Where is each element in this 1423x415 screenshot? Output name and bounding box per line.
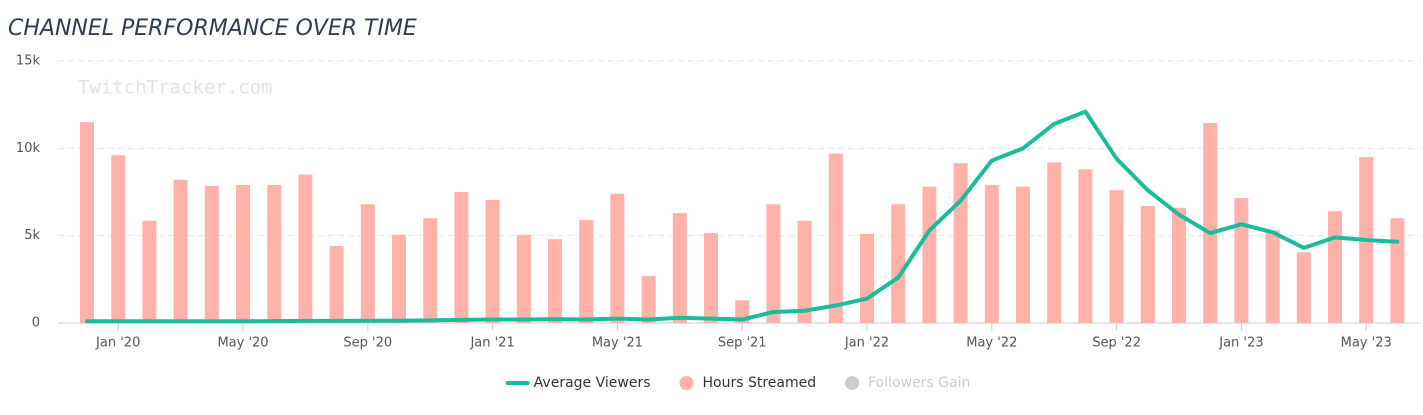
bar: [1203, 123, 1218, 323]
y-tick-label: 15k: [16, 54, 41, 69]
bar: [1328, 211, 1342, 323]
bar: [485, 199, 500, 323]
bar: [828, 153, 843, 323]
x-tick-label: May '22: [966, 336, 1017, 351]
x-tick-label: Jan '20: [95, 336, 140, 351]
bar: [860, 233, 874, 323]
bar: [953, 163, 968, 323]
bar: [1078, 169, 1093, 323]
bar: [1047, 162, 1062, 323]
legend: Average Viewers Hours Streamed Followers G…: [505, 375, 970, 391]
bar: [766, 204, 781, 323]
bar: [204, 185, 219, 323]
bar: [423, 218, 438, 323]
bar: [236, 185, 250, 323]
bar: [704, 233, 718, 323]
legend-marker: [679, 376, 694, 390]
y-tick-label: 10k: [16, 141, 41, 156]
x-tick-label: May '20: [217, 336, 268, 351]
bar: [111, 155, 126, 323]
bar: [1390, 218, 1405, 323]
bar: [579, 219, 594, 323]
bar: [610, 193, 625, 323]
x-tick-label: Jan '23: [1218, 336, 1263, 351]
chart-title: CHANNEL PERFORMANCE OVER TIME: [8, 16, 417, 41]
bar: [891, 204, 906, 323]
x-tick-label: Sep '21: [718, 336, 767, 351]
x-tick-label: Sep '20: [343, 336, 392, 351]
bar: [298, 174, 313, 323]
bar: [329, 246, 344, 323]
bar: [984, 185, 999, 323]
bar: [1296, 252, 1311, 323]
bar: [641, 275, 656, 323]
bar: [516, 234, 531, 323]
y-tick-label: 0: [32, 316, 40, 331]
line: [85, 109, 1400, 324]
bar: [797, 220, 812, 323]
bar: [548, 239, 562, 323]
bar: [1172, 207, 1186, 323]
bar: [142, 220, 157, 323]
bar: [1265, 230, 1280, 323]
x-tick-label: May '23: [1341, 336, 1392, 351]
bar: [454, 192, 469, 323]
bar: [1109, 190, 1124, 323]
bar: [267, 185, 282, 323]
bar: [360, 204, 375, 323]
legend-label[interactable]: Average Viewers: [534, 375, 651, 391]
bar: [1140, 205, 1155, 323]
x-tick-label: Sep '22: [1092, 336, 1141, 351]
legend-label[interactable]: Followers Gain: [868, 375, 970, 391]
bar: [1234, 198, 1249, 323]
bar: [672, 212, 687, 323]
bar: [80, 122, 94, 323]
bar: [922, 186, 937, 323]
x-tick-label: May '21: [592, 336, 643, 351]
watermark: TwitchTracker.com: [78, 77, 272, 99]
bar: [173, 179, 188, 323]
bar: [392, 234, 406, 323]
y-tick-label: 5k: [24, 228, 40, 243]
x-tick-label: Jan '21: [469, 336, 514, 351]
x-tick-label: Jan '22: [844, 336, 889, 351]
legend-marker: [845, 376, 860, 390]
bar: [1016, 186, 1030, 323]
legend-label[interactable]: Hours Streamed: [702, 375, 816, 391]
